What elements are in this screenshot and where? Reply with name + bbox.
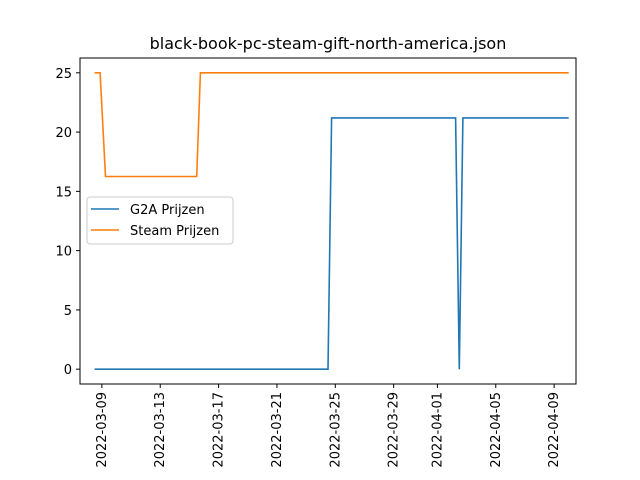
legend-box <box>86 196 234 245</box>
series-line-1 <box>94 117 569 371</box>
x-tick-label: 2022-03-29 <box>387 392 402 468</box>
y-tick-label: 20 <box>55 126 72 141</box>
y-axis: 0 5 10 15 20 25 <box>55 67 80 378</box>
y-tick-label: 10 <box>55 245 72 260</box>
x-tick-label: 2022-04-01 <box>430 392 445 468</box>
x-tick-label: 2022-03-09 <box>95 392 110 468</box>
y-tick-label: 15 <box>55 185 72 200</box>
axes-frame <box>79 57 577 385</box>
x-tick-label: 2022-04-09 <box>547 392 562 468</box>
legend-label: G2A Prijzen <box>130 203 205 218</box>
legend: G2A Prijzen Steam Prijzen <box>86 196 234 245</box>
x-tick-label: 2022-03-13 <box>153 392 168 468</box>
y-tick-label: 0 <box>64 363 72 378</box>
chart-title: black-book-pc-steam-gift-north-america.j… <box>150 34 507 53</box>
x-tick-label: 2022-03-25 <box>328 392 343 468</box>
x-tick-label: 2022-04-05 <box>489 392 504 468</box>
series-layer <box>94 72 569 371</box>
series-line-2 <box>94 72 569 178</box>
x-tick-label: 2022-03-17 <box>212 392 227 468</box>
x-axis: 2022-03-09 2022-03-13 2022-03-17 2022-03-21… <box>95 384 562 468</box>
y-tick-label: 5 <box>64 304 72 319</box>
legend-label: Steam Prijzen <box>130 224 219 239</box>
y-tick-label: 25 <box>55 67 72 82</box>
x-tick-label: 2022-03-21 <box>270 392 285 468</box>
